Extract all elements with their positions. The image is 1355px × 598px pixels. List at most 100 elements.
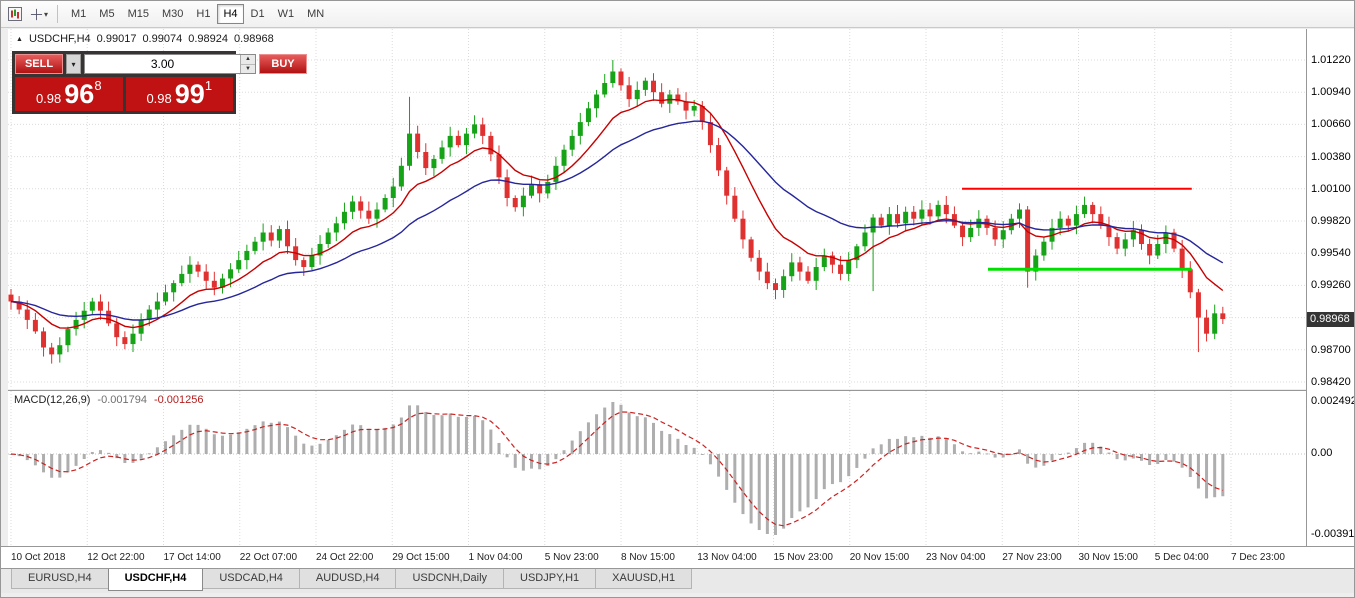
timeframe-button-d1[interactable]: D1: [245, 4, 271, 24]
chevron-down-icon: ▾: [71, 59, 76, 69]
horizontal-lines-layer: [962, 187, 1192, 271]
timeframe-button-m5[interactable]: M5: [93, 4, 120, 24]
macd-histogram: [9, 402, 1225, 535]
volume-stepper: ▲ ▼: [240, 55, 255, 73]
bid-prefix: 0.98: [35, 91, 62, 106]
time-axis-label: 24 Oct 22:00: [316, 552, 374, 563]
time-axis-label: 12 Oct 22:00: [87, 552, 145, 563]
symbol-marker-icon: ▲: [16, 35, 23, 43]
price-axis-label: 0.98420: [1311, 376, 1351, 388]
crosshair-icon: [30, 8, 43, 20]
main-chart-pane[interactable]: ▲ USDCHF,H4 0.99017 0.99074 0.98924 0.98…: [8, 29, 1306, 389]
time-axis-label: 20 Nov 15:00: [849, 552, 910, 563]
toolbar: ▾ M1 M5 M15 M30 H1 H4 D1 W1 MN: [1, 1, 1354, 28]
candles-layer: [8, 60, 1226, 364]
time-axis-label: 29 Oct 15:00: [392, 552, 450, 563]
moving-averages-layer: [10, 98, 1224, 329]
current-price-badge: 0.98968: [1307, 311, 1354, 327]
crosshair-button[interactable]: ▾: [28, 4, 50, 25]
time-axis-label: 30 Nov 15:00: [1078, 552, 1139, 563]
time-axis-label: 10 Oct 2018: [11, 552, 66, 563]
ohlc-header: ▲ USDCHF,H4 0.99017 0.99074 0.98924 0.98…: [16, 33, 274, 45]
time-axis-label: 13 Nov 04:00: [697, 552, 757, 563]
candlestick-chart-icon: [8, 7, 22, 21]
macd-signal-value: -0.001256: [153, 394, 204, 406]
macd-axis-label: 0.00: [1311, 447, 1333, 459]
ma-slow-line: [10, 120, 1224, 321]
tab-audusd-h4[interactable]: AUDUSD,H4: [298, 569, 397, 589]
timeframe-button-mn[interactable]: MN: [301, 4, 330, 24]
low-value: 0.98924: [188, 33, 228, 45]
chart-tabs-bar: EURUSD,H4 USDCHF,H4 USDCAD,H4 AUDUSD,H4 USDC…: [1, 569, 1354, 593]
bid-price[interactable]: 0.98 96 8: [15, 77, 123, 111]
tab-usdcad-h4[interactable]: USDCAD,H4: [202, 569, 300, 589]
timeframe-button-m30[interactable]: M30: [156, 4, 189, 24]
macd-indicator-label: MACD(12,26,9) -0.001794 -0.001256: [14, 394, 204, 406]
macd-main-value: -0.001794: [97, 394, 147, 406]
close-value: 0.98968: [233, 33, 274, 45]
macd-pane[interactable]: MACD(12,26,9) -0.001794 -0.001256: [8, 390, 1306, 547]
timeframe-button-h1[interactable]: H1: [190, 4, 216, 24]
ask-price[interactable]: 0.98 99 1: [125, 77, 233, 111]
time-axis-label: 5 Dec 04:00: [1154, 552, 1209, 563]
volume-input[interactable]: [85, 55, 240, 73]
price-axis-label: 0.98700: [1311, 343, 1351, 356]
price-axis-label: 1.00660: [1311, 118, 1351, 131]
buy-button[interactable]: BUY: [259, 54, 307, 74]
volume-up-button[interactable]: ▲: [241, 55, 255, 65]
time-axis-label: 1 Nov 04:00: [468, 552, 523, 563]
timeframe-button-h4[interactable]: H4: [217, 4, 244, 24]
price-axis-label: 1.00100: [1311, 182, 1351, 195]
chevron-down-icon: ▾: [43, 9, 48, 19]
timeframe-toolbar: M1 M5 M15 M30 H1 H4 D1 W1 MN: [65, 4, 330, 24]
timeframe-button-m1[interactable]: M1: [65, 4, 92, 24]
trade-menu-button[interactable]: ▾: [66, 54, 81, 74]
time-axis-label: 7 Dec 23:00: [1231, 552, 1285, 563]
toolbar-separator: [57, 5, 58, 23]
price-axis-label: 1.00940: [1311, 86, 1351, 99]
time-axis-label: 17 Oct 14:00: [163, 552, 221, 563]
price-axis-label: 0.99820: [1311, 215, 1351, 227]
time-axis-label: 8 Nov 15:00: [621, 552, 675, 563]
time-axis[interactable]: 10 Oct 2018 12 Oct 22:00 17 Oct 14:00 22 Oc…: [1, 546, 1354, 569]
tab-usdjpy-h1[interactable]: USDJPY,H1: [503, 569, 597, 589]
price-axis-label: 1.00380: [1311, 150, 1351, 163]
tab-eurusd-h4[interactable]: EURUSD,H4: [11, 569, 109, 589]
ask-prefix: 0.98: [146, 91, 172, 106]
time-axis-label: 22 Oct 07:00: [239, 552, 298, 563]
macd-signal-line: [10, 411, 1224, 527]
tab-xauusd-h1[interactable]: XAUUSD,H1: [595, 569, 693, 589]
time-axis-label: 23 Nov 04:00: [926, 552, 986, 563]
timeframe-button-m15[interactable]: M15: [122, 4, 155, 24]
symbol-label: USDCHF,H4: [28, 33, 91, 45]
time-axis-label: 27 Nov 23:00: [1002, 552, 1062, 563]
ask-big-digits: 99: [174, 79, 205, 109]
price-axis-label: 0.99540: [1311, 247, 1351, 260]
high-value: 0.99074: [142, 33, 183, 45]
macd-chart[interactable]: [8, 391, 1306, 547]
ask-pip-digit: 1: [204, 78, 213, 93]
tab-usdcnh-daily[interactable]: USDCNH,Daily: [395, 569, 505, 589]
macd-axis-label: -0.003913: [1311, 528, 1355, 540]
chart-window-icon[interactable]: [4, 4, 26, 25]
bid-pip-digit: 8: [94, 78, 102, 93]
time-axis-label: 5 Nov 23:00: [544, 552, 599, 563]
price-axis-label: 1.01220: [1311, 54, 1351, 66]
price-axis[interactable]: 1.01220 1.00940 1.00660 1.00380 1.00100 0.998…: [1306, 29, 1355, 546]
volume-down-button[interactable]: ▼: [241, 64, 255, 73]
open-value: 0.99017: [96, 33, 137, 45]
time-axis-label: 15 Nov 23:00: [773, 552, 834, 563]
price-axis-label: 0.99260: [1311, 279, 1351, 292]
macd-name: MACD(12,26,9): [14, 394, 91, 406]
sell-button[interactable]: SELL: [15, 54, 63, 74]
macd-grid-layer: [8, 391, 1306, 547]
ma-fast-line: [10, 98, 1224, 329]
macd-axis-label: 0.002492: [1311, 395, 1355, 407]
tab-usdchf-h4[interactable]: USDCHF,H4: [107, 569, 204, 591]
bid-big-digits: 96: [64, 79, 95, 109]
timeframe-button-w1[interactable]: W1: [272, 4, 301, 24]
candlestick-chart[interactable]: [8, 29, 1306, 389]
grid-layer: [8, 29, 1306, 389]
